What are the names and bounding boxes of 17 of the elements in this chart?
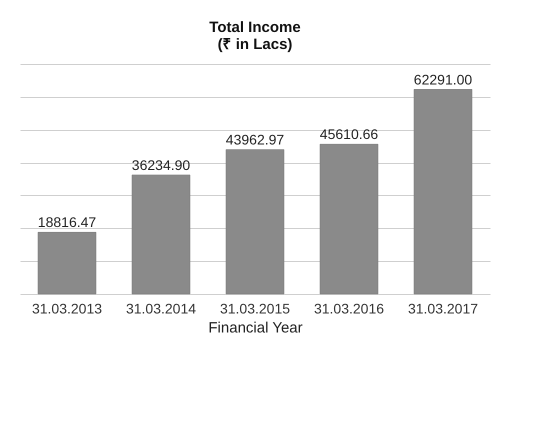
bar <box>132 174 190 294</box>
x-tick-label: 31.03.2013 <box>32 300 102 316</box>
data-label: 18816.47 <box>38 214 96 230</box>
x-tick-label: 31.03.2015 <box>220 300 290 316</box>
chart-title: Total Income (₹ in Lacs) <box>209 19 301 53</box>
data-label: 36234.90 <box>132 156 190 173</box>
bar <box>320 144 378 294</box>
x-tick-label: 31.03.2016 <box>314 300 384 316</box>
data-label: 43962.97 <box>226 132 284 148</box>
bar <box>414 89 472 294</box>
x-tick-label: 31.03.2014 <box>126 300 196 316</box>
x-axis-title: Financial Year <box>208 320 303 336</box>
bar <box>226 149 284 294</box>
data-label: 62291.00 <box>414 71 472 88</box>
x-tick-label: 31.03.2017 <box>408 300 478 316</box>
data-label: 45610.66 <box>320 126 378 142</box>
bar <box>38 232 96 294</box>
